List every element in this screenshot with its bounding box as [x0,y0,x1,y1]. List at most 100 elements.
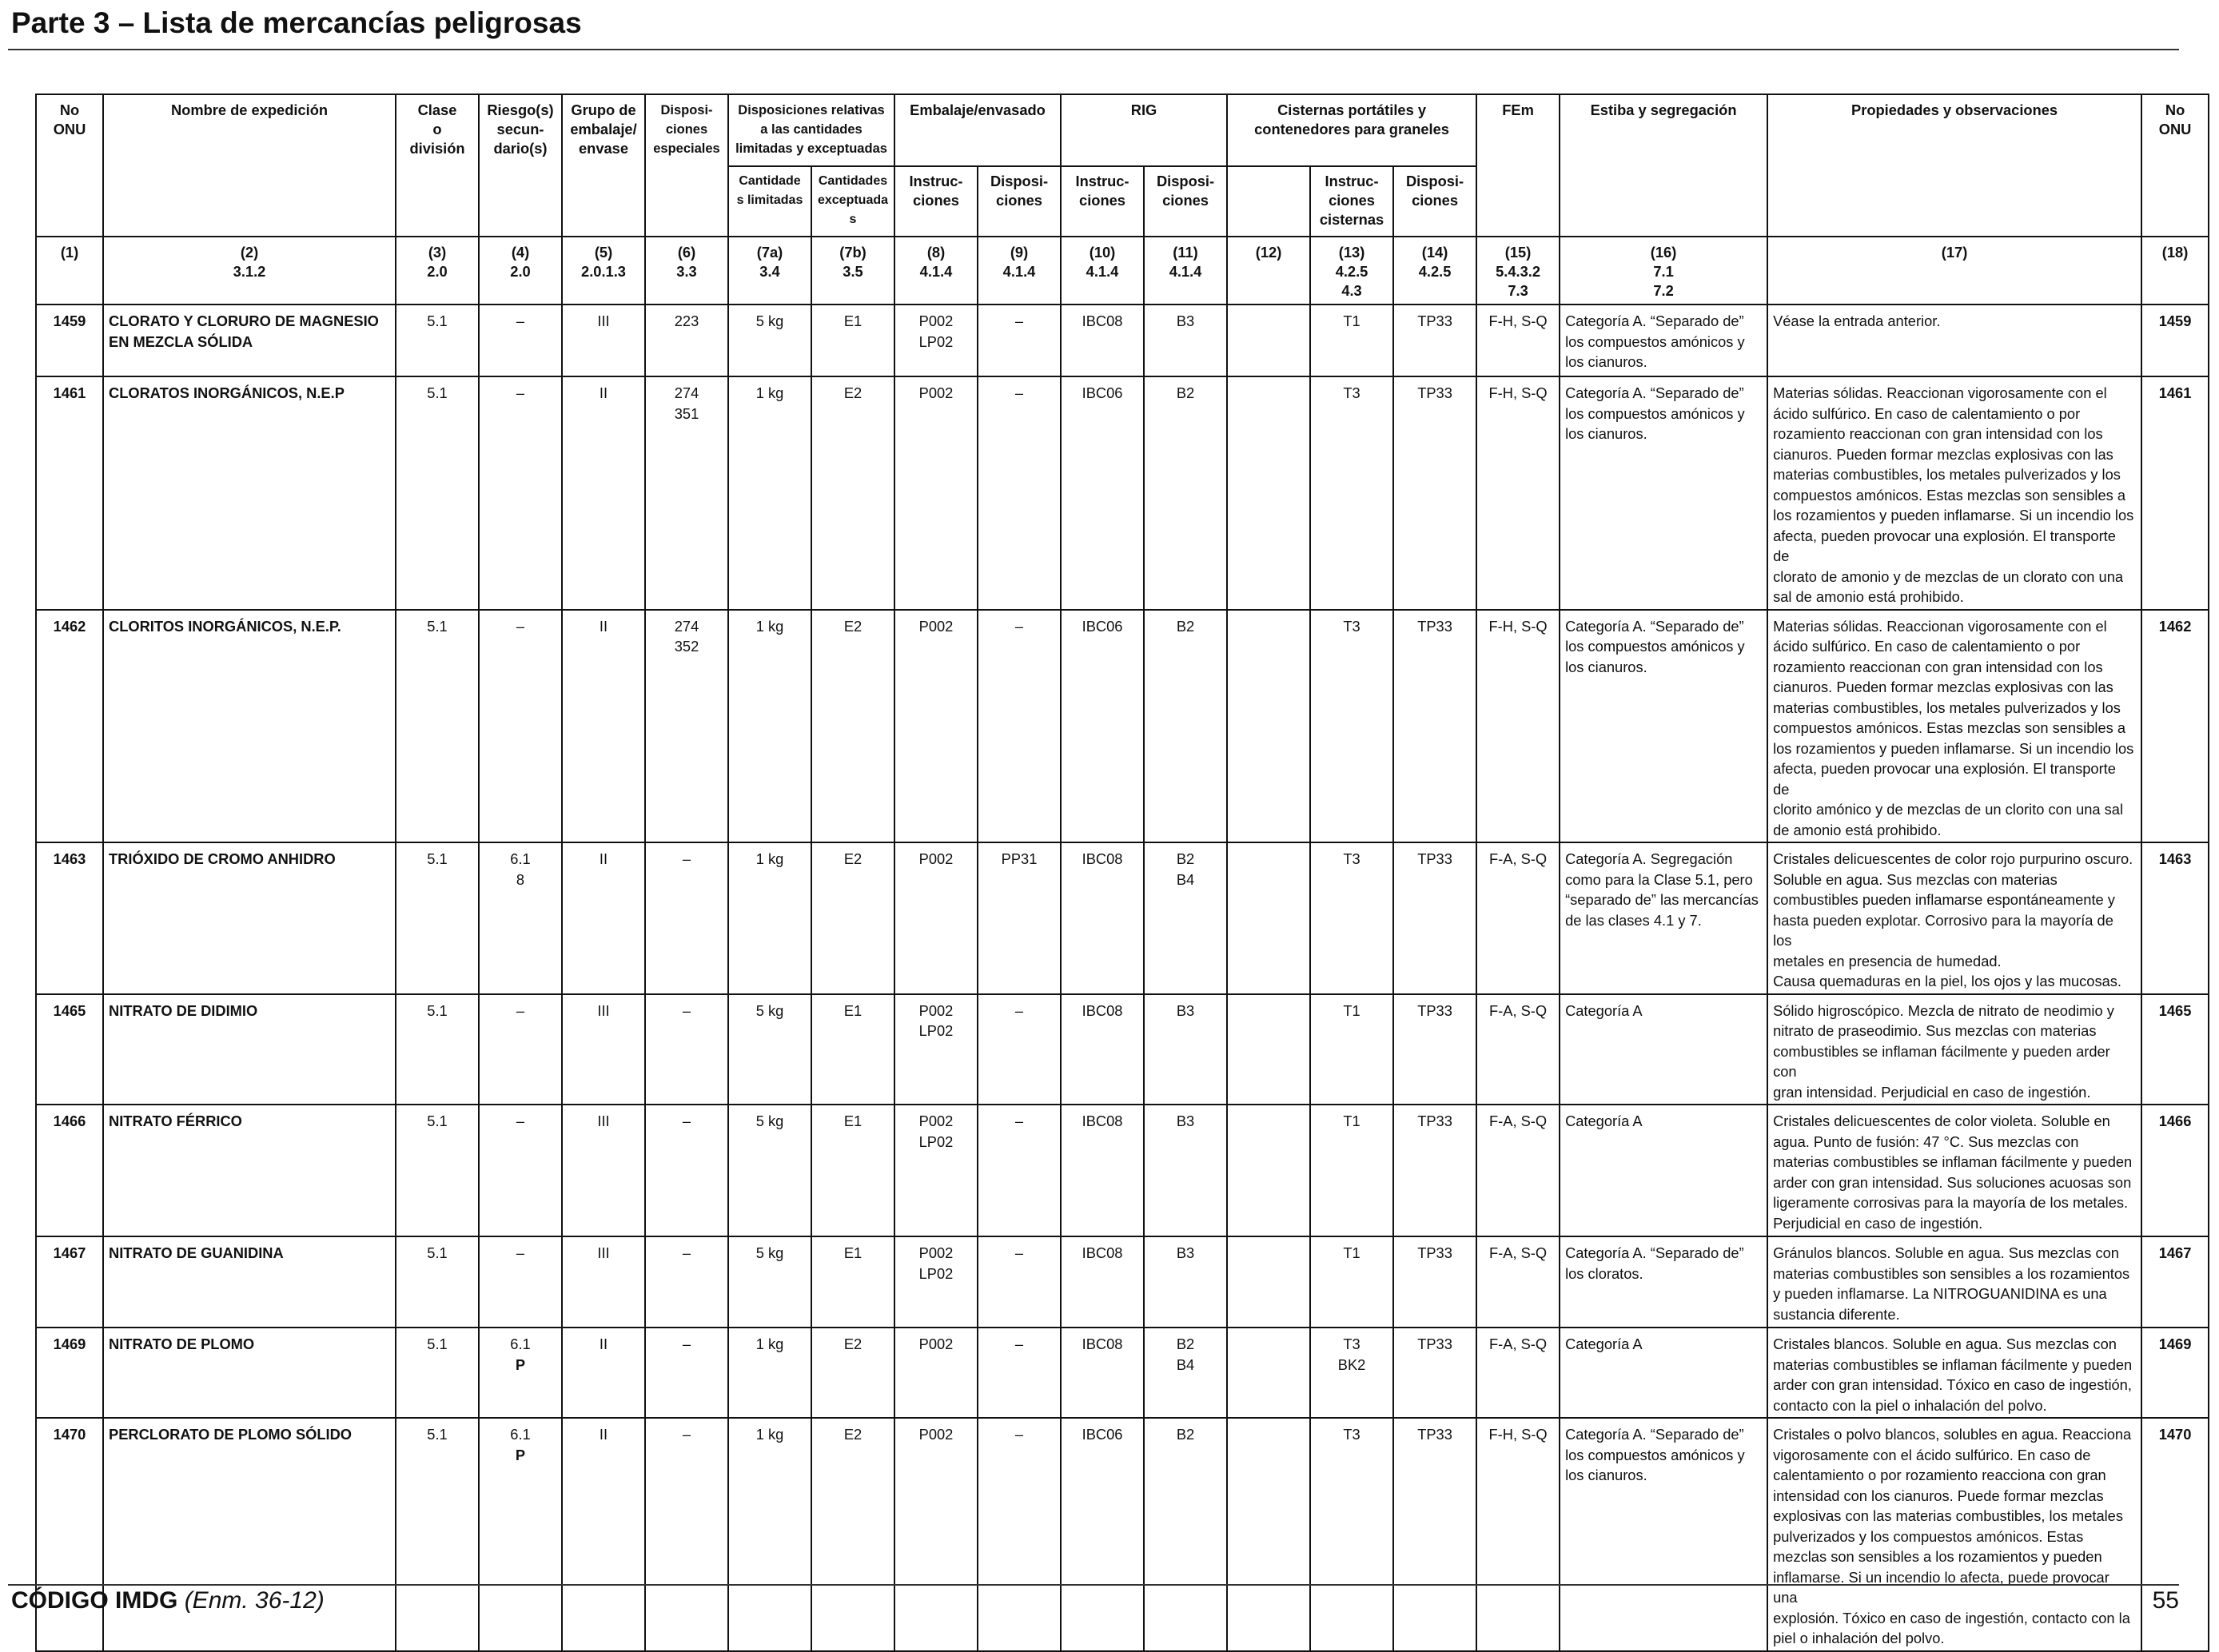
excepted-quantity-cell: E1 [811,993,895,1105]
table-row: 1462 CLORITOS INORGÁNICOS, N.E.P. 5.1– II 27… [35,608,2210,843]
tank-provisions-cell: TP33 [1392,304,1478,377]
stowage-segregation-cell: Categoría A [1559,1327,1769,1419]
un-number-right-cell: 1469 [2141,1327,2210,1419]
un-number-cell: 1462 [35,608,104,843]
un-number-cell: 1459 [35,304,104,377]
page-number: 55 [2152,1587,2179,1614]
special-provisions-cell: 223 [644,304,729,377]
shipping-name-cell: TRIÓXIDO DE CROMO ANHIDRO [102,842,396,995]
properties-observations-cell: Materias sólidas. Reaccionan vigorosamen… [1767,608,2143,843]
packing-provisions-cell: – [976,993,1062,1105]
limited-quantity-cell: 1 kg [727,1417,812,1652]
packing-group-cell: II [561,1417,646,1652]
packing-group-cell: II [561,842,646,995]
properties-observations-cell: Cristales blancos. Soluble en agua. Sus … [1767,1327,2143,1419]
column-reference-19: (18) [2141,236,2210,305]
ibc-provisions-cell: B3 [1143,1104,1229,1237]
table-row: 1465 NITRATO DE DIDIMIO 5.1– III –5 kg E1 P002… [35,993,2210,1105]
column-reference-6: (6) 3.3 [644,236,729,305]
ibc-instructions-cell: IBC08 [1060,993,1145,1105]
packing-instructions-cell: P002 LP02 [894,993,978,1105]
footer-amendment: (Enm. 36-12) [184,1587,325,1614]
header-row-references: (1) (2) 3.1.2 (3) 2.0 (4) 2.0 (5) 2.0.1.3 (6) 3.3(… [35,236,2210,305]
col-header-packing-group: Grupo de embalaje/envase [561,94,646,237]
un-number-cell: 1470 [35,1417,104,1652]
sub-header-imo-tanks [1226,165,1312,237]
excepted-quantity-cell: E2 [811,376,895,611]
column-reference-16: (15) 5.4.3.2 7.3 [1476,236,1561,305]
special-provisions-cell: – [644,1104,729,1237]
tank-instructions-cell: T1 [1309,1236,1395,1328]
special-provisions-cell: – [644,1417,729,1652]
imo-tank-cell [1226,842,1312,995]
sub-header-packing-instructions: Instruc-ciones [894,165,978,237]
col-header-ibc: RIG [1060,94,1229,167]
tank-instructions-cell: T1 [1309,993,1395,1105]
packing-instructions-cell: P002 [894,1327,978,1419]
packing-group-cell: II [561,376,646,611]
column-reference-13: (12) [1226,236,1312,305]
shipping-name-cell: NITRATO DE GUANIDINA [102,1236,396,1328]
packing-provisions-cell: – [976,376,1062,611]
ibc-instructions-cell: IBC08 [1060,1104,1145,1237]
column-reference-5: (5) 2.0.1.3 [561,236,646,305]
stowage-segregation-cell: Categoría A. “Separado de” los compuestos… [1559,608,1769,843]
column-reference-8: (7b) 3.5 [811,236,895,305]
tank-provisions-cell: TP33 [1392,1236,1478,1328]
ibc-instructions-cell: IBC06 [1060,376,1145,611]
excepted-quantity-cell: E2 [811,842,895,995]
tank-instructions-cell: T3 [1309,1417,1395,1652]
ems-cell: F-A, S-Q [1476,1327,1561,1419]
limited-quantity-cell: 5 kg [727,304,812,377]
shipping-name-cell: NITRATO DE DIDIMIO [102,993,396,1105]
dangerous-goods-table: No ONU Nombre de expedición Clase o divisi… [35,94,2210,1652]
class-cell: 5.1 [395,1104,480,1237]
shipping-name-cell: PERCLORATO DE PLOMO SÓLIDO [102,1417,396,1652]
col-header-ems: FEm [1476,94,1561,237]
column-reference-14: (13) 4.2.5 4.3 [1309,236,1395,305]
footer-code-name: CÓDIGO IMDG [11,1587,178,1614]
table-row: 1459 CLORATO Y CLORURO DE MAGNESIO EN MEZC… [35,304,2210,377]
packing-provisions-cell: – [976,608,1062,843]
column-reference-3: (3) 2.0 [395,236,480,305]
tank-provisions-cell: TP33 [1392,842,1478,995]
table-row: 1467 NITRATO DE GUANIDINA 5.1– III –5 kg E1 P0… [35,1236,2210,1328]
packing-provisions-cell: – [976,304,1062,377]
stowage-segregation-cell: Categoría A [1559,1104,1769,1237]
un-number-right-cell: 1465 [2141,993,2210,1105]
subsidiary-risk-cell: – [478,304,563,377]
stowage-segregation-cell: Categoría A [1559,993,1769,1105]
excepted-quantity-cell: E1 [811,1104,895,1237]
excepted-quantity-cell: E2 [811,1327,895,1419]
ems-cell: F-H, S-Q [1476,608,1561,843]
packing-group-cell: III [561,304,646,377]
tank-provisions-cell: TP33 [1392,1417,1478,1652]
properties-observations-cell: Sólido higroscópico. Mezcla de nitrato d… [1767,993,2143,1105]
page-title: Parte 3 – Lista de mercancías peligrosas [11,6,582,39]
special-provisions-cell: – [644,1327,729,1419]
class-cell: 5.1 [395,608,480,843]
column-reference-17: (16) 7.1 7.2 [1559,236,1769,305]
column-reference-1: (1) [35,236,104,305]
imo-tank-cell [1226,1417,1312,1652]
limited-quantity-cell: 1 kg [727,608,812,843]
header-row-sub: Cantidade s limitadas Cantidades exceptuad… [36,165,2209,237]
properties-observations-cell: Cristales o polvo blancos, solubles en a… [1767,1417,2143,1652]
ibc-instructions-cell: IBC08 [1060,842,1145,995]
sub-header-limited: Cantidade s limitadas [727,165,812,237]
imo-tank-cell [1226,608,1312,843]
shipping-name-cell: NITRATO DE PLOMO [102,1327,396,1419]
col-header-limited-quantities: Disposiciones relativas a las cantidades l… [727,94,895,167]
subsidiary-risk-cell: – [478,1104,563,1237]
footer-rule [8,1584,2179,1586]
special-provisions-cell: 274 352 [644,608,729,843]
properties-observations-cell: Cristales delicuescentes de color violet… [1767,1104,2143,1237]
sub-header-ibc-provisions: Disposi-ciones [1143,165,1229,237]
ems-cell: F-A, S-Q [1476,1104,1561,1237]
imo-tank-cell [1226,993,1312,1105]
ibc-provisions-cell: B3 [1143,304,1229,377]
packing-instructions-cell: P002 [894,376,978,611]
title-rule [8,49,2179,50]
shipping-name-cell: CLORITOS INORGÁNICOS, N.E.P. [102,608,396,843]
packing-provisions-cell: – [976,1417,1062,1652]
